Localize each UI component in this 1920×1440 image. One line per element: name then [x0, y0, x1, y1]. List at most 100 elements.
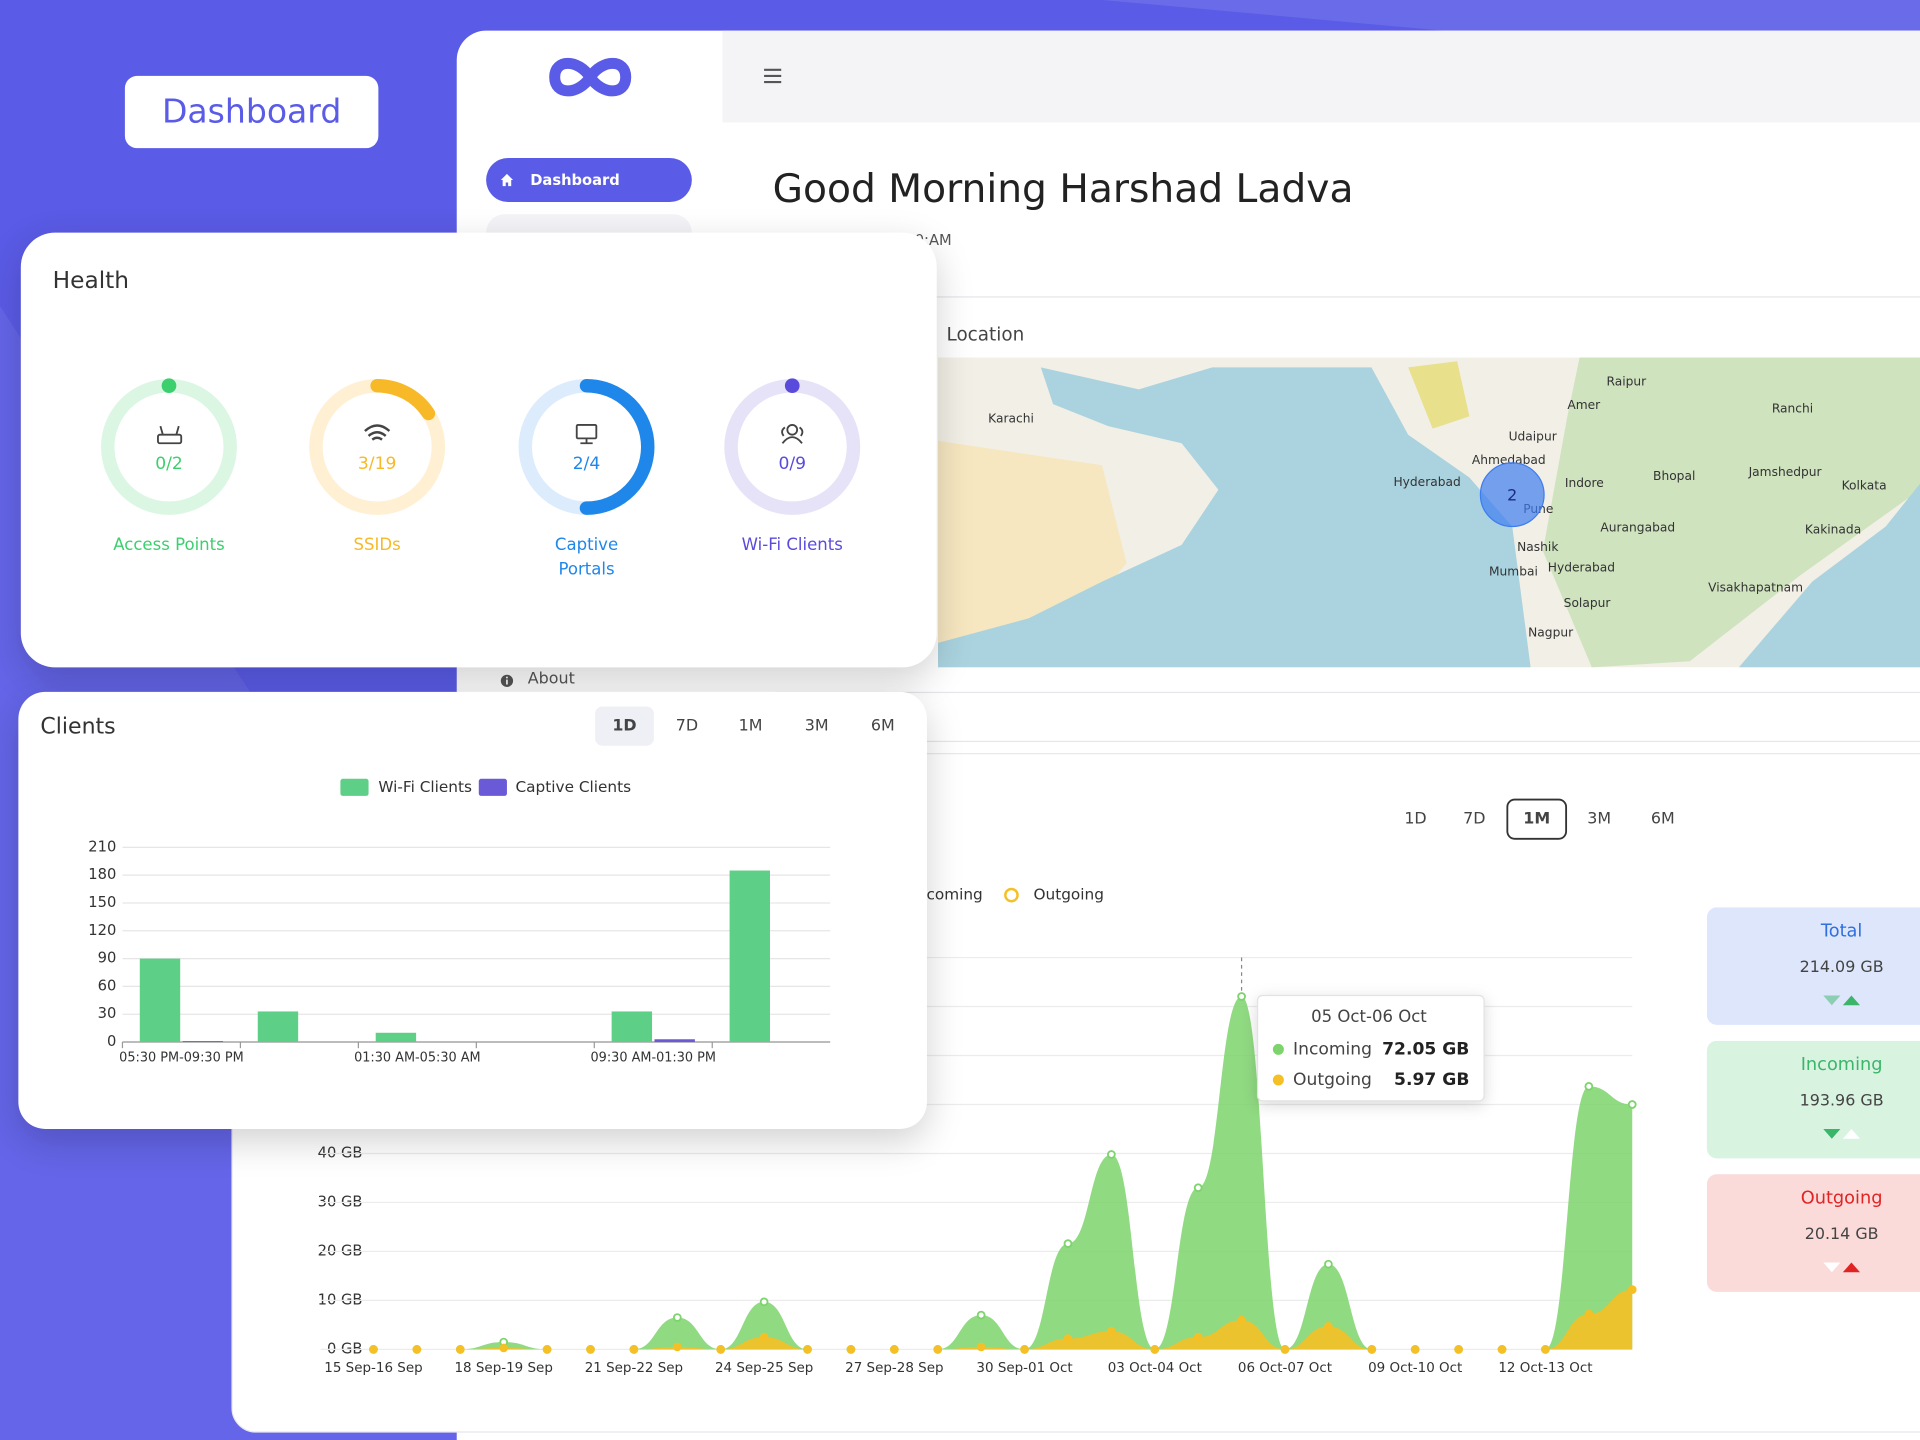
- x-tick-label: 06 Oct-07 Oct: [1238, 1361, 1332, 1376]
- health-label: Access Points: [113, 535, 225, 555]
- point: [542, 1345, 552, 1354]
- location-title: Location: [946, 323, 1025, 346]
- point: [1497, 1345, 1507, 1354]
- map-label: Kakinada: [1805, 523, 1861, 537]
- tooltip-box: [1256, 994, 1485, 1102]
- map-label: Solapur: [1564, 596, 1612, 610]
- legend-marker: [1004, 887, 1019, 903]
- map-label: Amer: [1567, 398, 1601, 412]
- map-label: Nagpur: [1528, 626, 1574, 640]
- point: [1107, 1326, 1116, 1336]
- point: [1627, 1285, 1637, 1294]
- ring-track: [724, 378, 861, 515]
- menu-icon[interactable]: [763, 67, 783, 84]
- tooltip-dot: [1272, 1074, 1284, 1086]
- area: [373, 1289, 1633, 1350]
- point: [586, 1345, 595, 1354]
- x-tick-label: 24 Sep-25 Sep: [715, 1361, 813, 1376]
- sea: [1738, 483, 1920, 668]
- users-icon: [781, 423, 804, 444]
- range-button[interactable]: 1M: [739, 716, 763, 735]
- range-button[interactable]: 1M: [1523, 809, 1550, 828]
- cluster[interactable]: [1479, 462, 1545, 528]
- x-tick-label: 09 Oct-10 Oct: [1368, 1361, 1462, 1376]
- sea: [937, 367, 1531, 668]
- range-button[interactable]: 6M: [871, 716, 895, 735]
- point: [1020, 1345, 1029, 1354]
- point: [1063, 1239, 1073, 1248]
- legend-swatch: [478, 778, 507, 796]
- point: [1541, 1345, 1550, 1354]
- summary-title: Outgoing: [1800, 1188, 1883, 1209]
- point: [976, 1310, 986, 1320]
- summary-card: [1706, 1040, 1920, 1159]
- range-button[interactable]: 6M: [1651, 809, 1675, 828]
- range-button[interactable]: 7D: [676, 716, 698, 735]
- ring-value: 0/9: [778, 454, 806, 474]
- map-label: Visakhapatnam: [1708, 580, 1803, 594]
- router-icon: [157, 425, 183, 445]
- nav-dashboard[interactable]: Dashboard: [486, 157, 692, 203]
- legend-label: Captive Clients: [516, 778, 632, 796]
- point: [672, 1342, 682, 1352]
- map-labels: Karachi Hyderabad Ahmedabad Udaipur Amer…: [988, 375, 1886, 640]
- logo: [549, 57, 632, 97]
- point: [759, 1297, 769, 1307]
- point: [976, 1342, 986, 1352]
- point: [499, 1343, 509, 1353]
- x-tick-label: 05:30 PM-09:30 PM: [119, 1050, 243, 1065]
- map-label: Hyderabad: [1393, 475, 1460, 489]
- map-label: Indore: [1565, 476, 1604, 490]
- point: [933, 1345, 943, 1354]
- legend-swatch: [340, 778, 369, 796]
- range-button[interactable]: 3M: [1587, 809, 1611, 828]
- x-tick-label: 30 Sep-01 Oct: [976, 1361, 1072, 1376]
- clients-chart: Clients 1D 7D 1M 3M 6M Wi-Fi Clients Captive Cl…: [40, 706, 895, 1065]
- summary-title: Incoming: [1800, 1055, 1883, 1076]
- y-tick-label: 210: [88, 838, 116, 855]
- point: [803, 1345, 812, 1354]
- x-tick-label: 21 Sep-22 Sep: [585, 1361, 683, 1376]
- point: [889, 1345, 899, 1354]
- point: [455, 1345, 465, 1354]
- point: [1410, 1345, 1420, 1354]
- tooltip-value: 72.05 GB: [1382, 1039, 1469, 1059]
- map-label: Raipur: [1607, 375, 1648, 389]
- range-button[interactable]: 1D: [612, 716, 636, 735]
- region: [1408, 361, 1470, 429]
- monitor-icon: [575, 423, 598, 445]
- range-button[interactable]: 7D: [1463, 809, 1485, 828]
- tooltip-name: Outgoing: [1293, 1070, 1372, 1090]
- ring-dot: [161, 378, 177, 394]
- summary-title: Total: [1820, 922, 1863, 942]
- bar: [375, 1032, 417, 1043]
- map-label: Kolkata: [1842, 479, 1887, 493]
- range-button[interactable]: 3M: [805, 716, 829, 735]
- point: [1584, 1309, 1594, 1319]
- bar: [654, 1039, 695, 1043]
- divider: [775, 296, 1920, 298]
- ring-value: 2/4: [573, 454, 601, 474]
- x-tick-label: 09:30 AM-01:30 PM: [590, 1050, 716, 1065]
- range-button[interactable]: 1D: [1404, 809, 1426, 828]
- health-rings: 0/2 3/19 2/4 0/9: [101, 378, 861, 515]
- point: [846, 1345, 856, 1354]
- x-tick-label: 15 Sep-16 Sep: [324, 1361, 422, 1376]
- point: [1367, 1345, 1377, 1354]
- nav-about[interactable]: About: [527, 669, 575, 689]
- y-tick-label: 30: [98, 1005, 117, 1022]
- point: [1193, 1183, 1203, 1193]
- x-tick-label: 03 Oct-04 Oct: [1108, 1361, 1202, 1376]
- summary-card: [1706, 1174, 1920, 1292]
- greeting: Good Morning Harshad Ladva: [772, 165, 1354, 212]
- health-label: SSIDs: [353, 535, 401, 555]
- divider: [775, 691, 1920, 694]
- summary-value: 214.09 GB: [1799, 958, 1884, 978]
- bar: [257, 1011, 299, 1043]
- point: [369, 1345, 378, 1354]
- map-label: Aurangabad: [1600, 520, 1675, 534]
- trend-icon: [1823, 995, 1860, 1006]
- trend-icon: [1823, 1262, 1860, 1273]
- summary-card: [1706, 907, 1920, 1025]
